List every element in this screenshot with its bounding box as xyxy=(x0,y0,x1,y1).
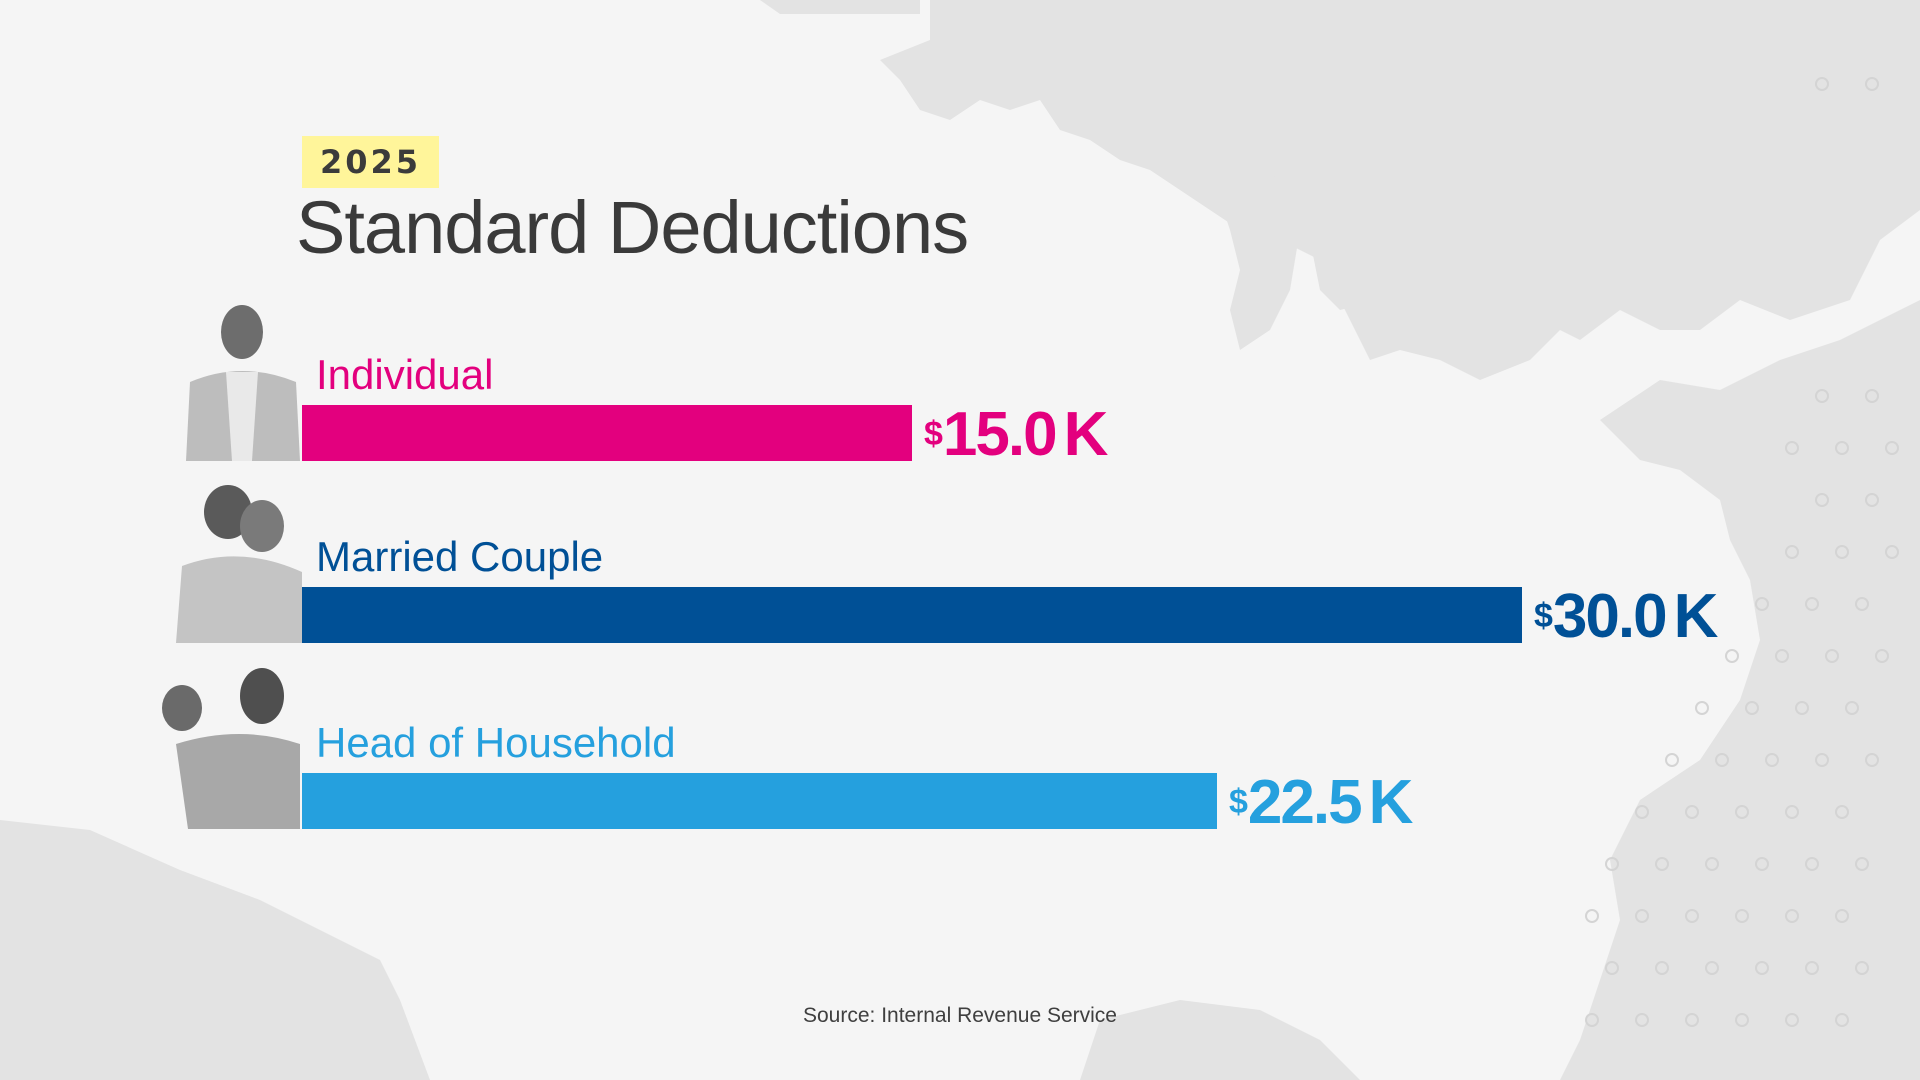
year-badge: 2025 xyxy=(302,136,440,188)
category-label: Married Couple xyxy=(316,533,603,580)
source-note: Source: Internal Revenue Service xyxy=(802,1004,1117,1027)
chart-title: Standard Deductions xyxy=(296,186,969,269)
family-photo-icon xyxy=(162,668,300,829)
value-label: $22.5 K xyxy=(1229,768,1414,837)
value-label: $30.0 K xyxy=(1534,582,1719,651)
couple-photo-icon xyxy=(176,485,302,643)
category-label: Individual xyxy=(316,351,493,398)
person-photo-icon xyxy=(186,305,300,461)
bar xyxy=(302,773,1217,829)
bar xyxy=(302,587,1522,643)
category-label: Head of Household xyxy=(316,719,676,766)
value-label: $15.0 K xyxy=(924,400,1109,469)
bar xyxy=(302,405,912,461)
